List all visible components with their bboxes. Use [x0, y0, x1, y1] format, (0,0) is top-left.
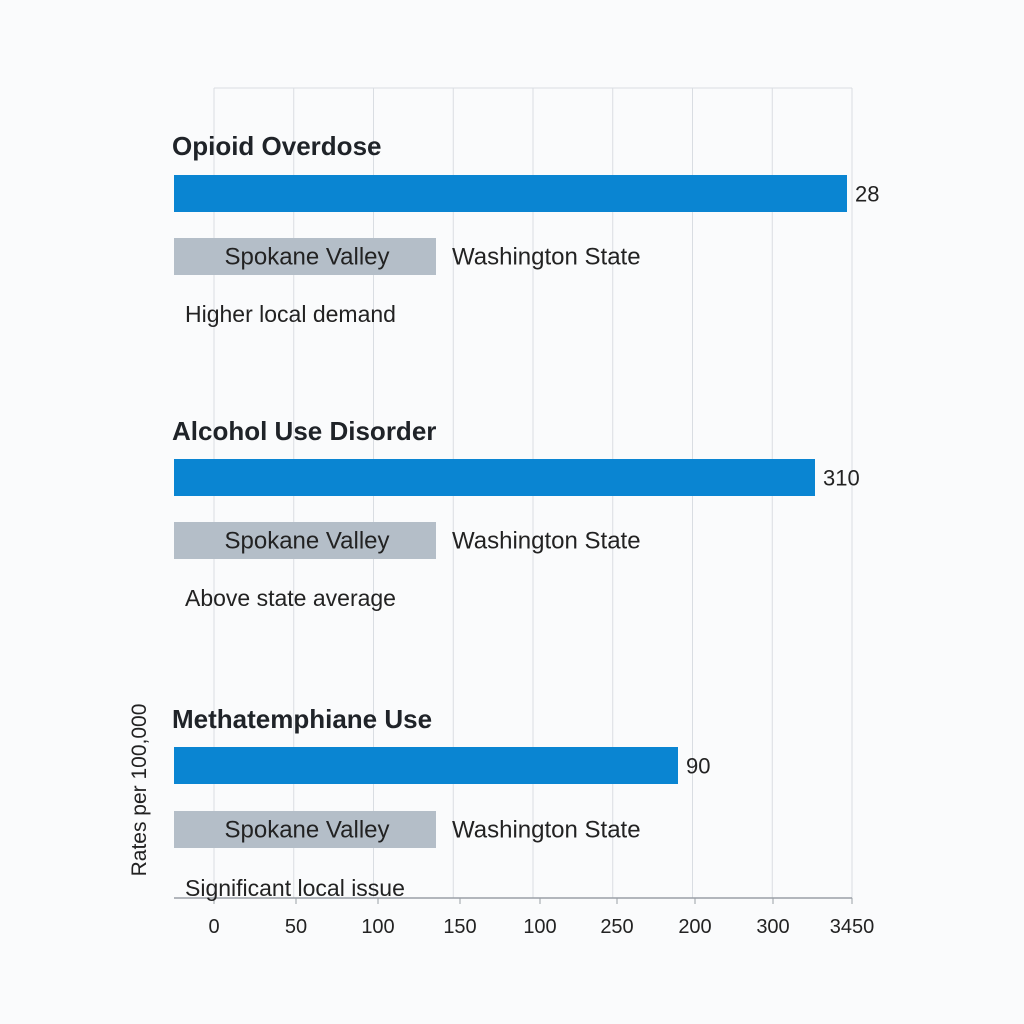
- legend-swatch-spokane-valley: [174, 238, 436, 275]
- bar-value-label: 310: [823, 466, 860, 491]
- group-note: Higher local demand: [185, 301, 396, 327]
- x-tick-label: 200: [678, 916, 711, 938]
- bar-group: Opioid Overdose 28 Spokane Valley Washingto…: [172, 131, 879, 327]
- x-tick-label: 150: [443, 916, 476, 938]
- legend-swatch-spokane-valley: [174, 811, 436, 848]
- legend-label-washington-state: Washington State: [452, 244, 641, 271]
- bar-groups: Opioid Overdose 28 Spokane Valley Washingto…: [172, 131, 879, 901]
- x-tick-label: 250: [600, 916, 633, 938]
- x-tick-label: 3450: [830, 916, 875, 938]
- group-title: Opioid Overdose: [172, 131, 382, 161]
- legend-label-spokane-valley: Spokane Valley: [225, 244, 390, 271]
- legend-label-spokane-valley: Spokane Valley: [225, 817, 390, 844]
- x-axis: 0 50 100 150 100 250 200 300 3450: [174, 897, 875, 938]
- group-title: Alcohol Use Disorder: [172, 416, 436, 446]
- group-note: Significant local issue: [185, 875, 405, 901]
- bar: [174, 459, 815, 496]
- x-tick-label: 0: [208, 916, 219, 938]
- legend-label-washington-state: Washington State: [452, 817, 641, 844]
- x-tick-label: 300: [756, 916, 789, 938]
- legend-label-washington-state: Washington State: [452, 528, 641, 555]
- bar-value-label: 28: [855, 182, 879, 207]
- bar-value-label: 90: [686, 754, 710, 779]
- legend-swatch-spokane-valley: [174, 522, 436, 559]
- bar: [174, 175, 847, 212]
- bar: [174, 747, 678, 784]
- bar-group: Alcohol Use Disorder 310 Spokane Valley Was…: [172, 416, 860, 611]
- group-title: Methatemphiane Use: [172, 704, 432, 734]
- y-axis-label: Rates per 100,000: [128, 704, 151, 877]
- bar-group: Methatemphiane Use 90 Spokane Valley Washin…: [172, 704, 710, 901]
- group-note: Above state average: [185, 585, 396, 611]
- x-tick-label: 50: [285, 916, 307, 938]
- x-tick-label: 100: [523, 916, 556, 938]
- legend-label-spokane-valley: Spokane Valley: [225, 528, 390, 555]
- x-tick-label: 100: [361, 916, 394, 938]
